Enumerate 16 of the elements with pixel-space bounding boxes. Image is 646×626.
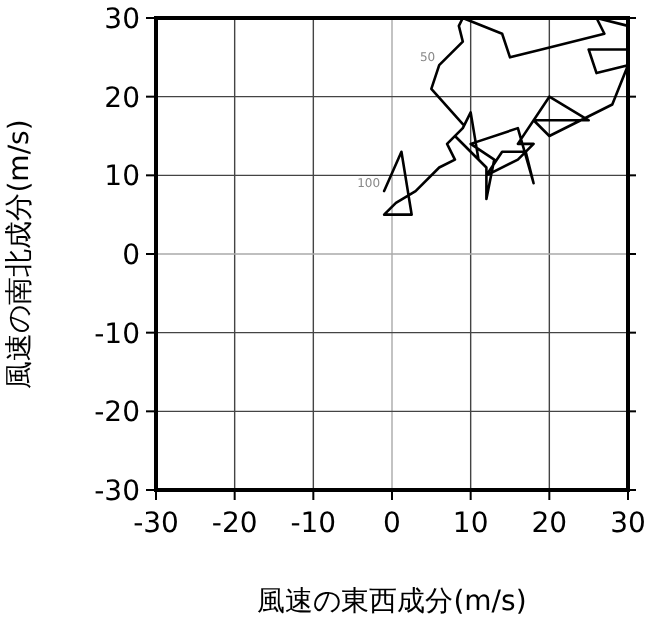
y-axis-title: 風速の南北成分(m/s) [4,119,36,389]
x-tick-label: -10 [290,508,337,540]
x-tick-label: -30 [133,508,179,540]
y-tick-label: -30 [94,476,140,508]
x-tick-label: 0 [383,508,401,540]
y-tick-label: 0 [122,240,140,272]
y-tick-label: 30 [104,4,140,36]
x-tick-label: -20 [211,508,258,540]
y-tick-label: 20 [104,82,140,115]
y-tick-label: 10 [104,161,140,194]
y-tick-label: -10 [94,318,140,351]
x-tick-label: 10 [452,508,489,540]
x-axis-title: 風速の東西成分(m/s) [257,586,527,618]
y-tick-label: -20 [94,397,140,430]
x-tick-label: 30 [610,508,646,540]
x-tick-label: 20 [531,508,568,540]
